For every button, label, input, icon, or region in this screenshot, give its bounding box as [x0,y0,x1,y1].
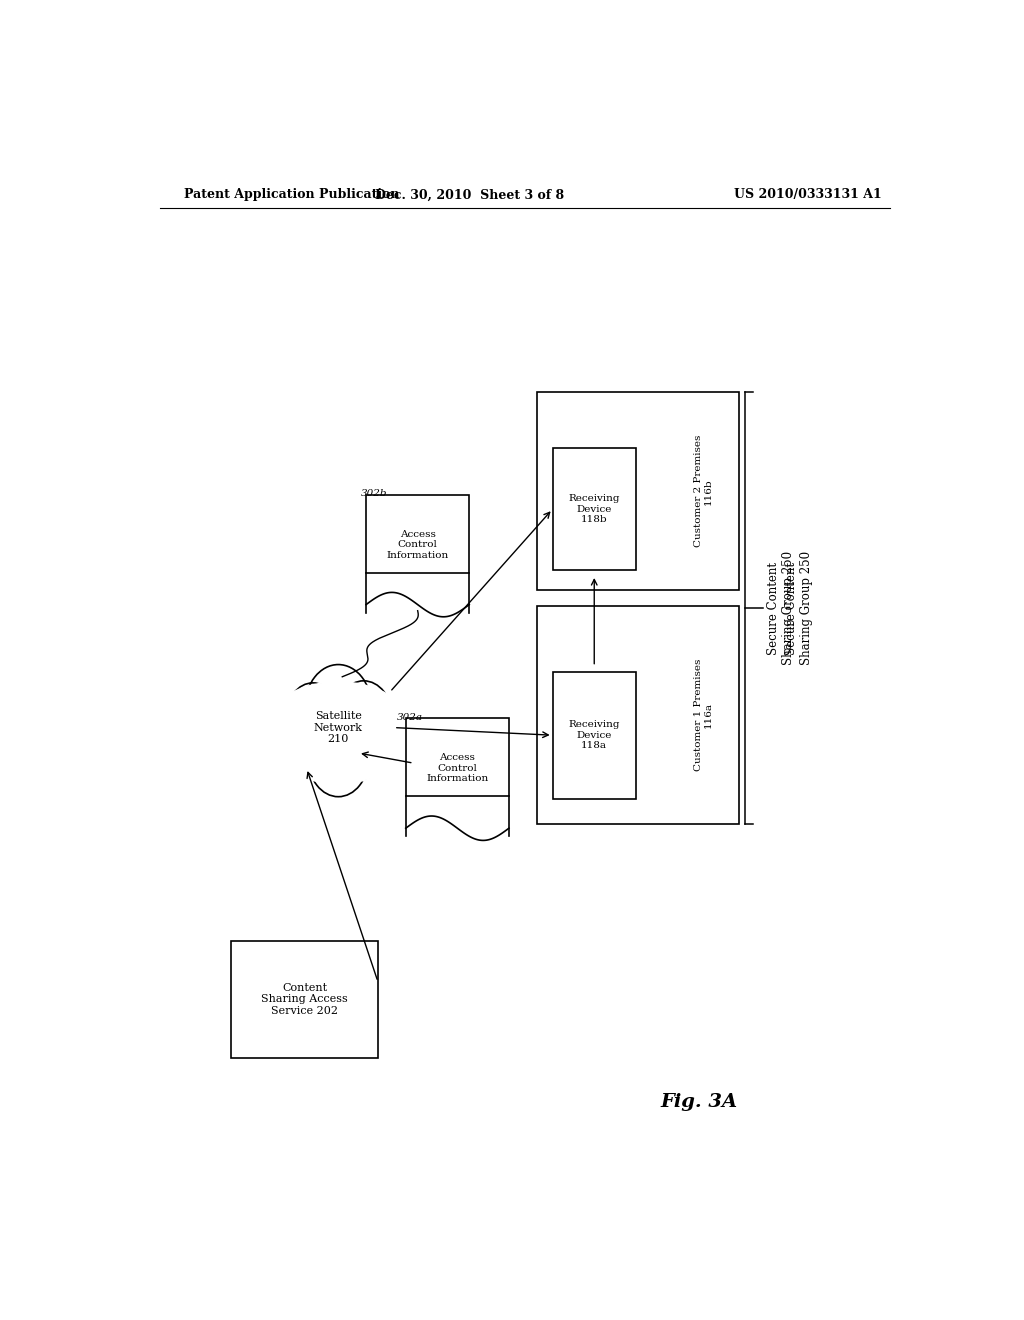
Text: Access
Control
Information: Access Control Information [386,529,449,560]
FancyBboxPatch shape [537,392,739,590]
FancyBboxPatch shape [553,672,636,799]
FancyBboxPatch shape [553,447,636,570]
Circle shape [333,715,384,780]
Circle shape [358,702,406,763]
FancyBboxPatch shape [367,495,469,573]
Text: Content
Sharing Access
Service 202: Content Sharing Access Service 202 [261,983,348,1016]
Text: Customer 2 Premises
116b: Customer 2 Premises 116b [693,436,713,548]
Text: Satellite
Network
210: Satellite Network 210 [313,711,362,744]
Text: Patent Application Publication: Patent Application Publication [183,189,399,202]
FancyBboxPatch shape [537,606,739,824]
Circle shape [335,681,392,754]
Text: Fig. 3A: Fig. 3A [660,1093,738,1110]
Text: US 2010/0333131 A1: US 2010/0333131 A1 [734,189,882,202]
Circle shape [305,664,372,750]
Text: Receiving
Device
118b: Receiving Device 118b [568,494,620,524]
Circle shape [272,704,316,762]
Circle shape [295,718,342,779]
Circle shape [286,682,340,752]
Text: Secure Content
Sharing Group 250: Secure Content Sharing Group 250 [767,550,795,665]
Text: 302b: 302b [360,490,387,499]
Text: Customer 1 Premises
116a: Customer 1 Premises 116a [693,659,713,771]
Circle shape [308,719,369,797]
Text: Dec. 30, 2010  Sheet 3 of 8: Dec. 30, 2010 Sheet 3 of 8 [375,189,564,202]
Text: Receiving
Device
118a: Receiving Device 118a [568,721,620,750]
FancyBboxPatch shape [231,941,378,1057]
Ellipse shape [263,682,414,784]
Text: 302a: 302a [396,713,423,722]
FancyBboxPatch shape [406,718,509,796]
Text: Secure Content
Sharing Group 250: Secure Content Sharing Group 250 [784,550,813,665]
Text: Access
Control
Information: Access Control Information [426,754,488,783]
